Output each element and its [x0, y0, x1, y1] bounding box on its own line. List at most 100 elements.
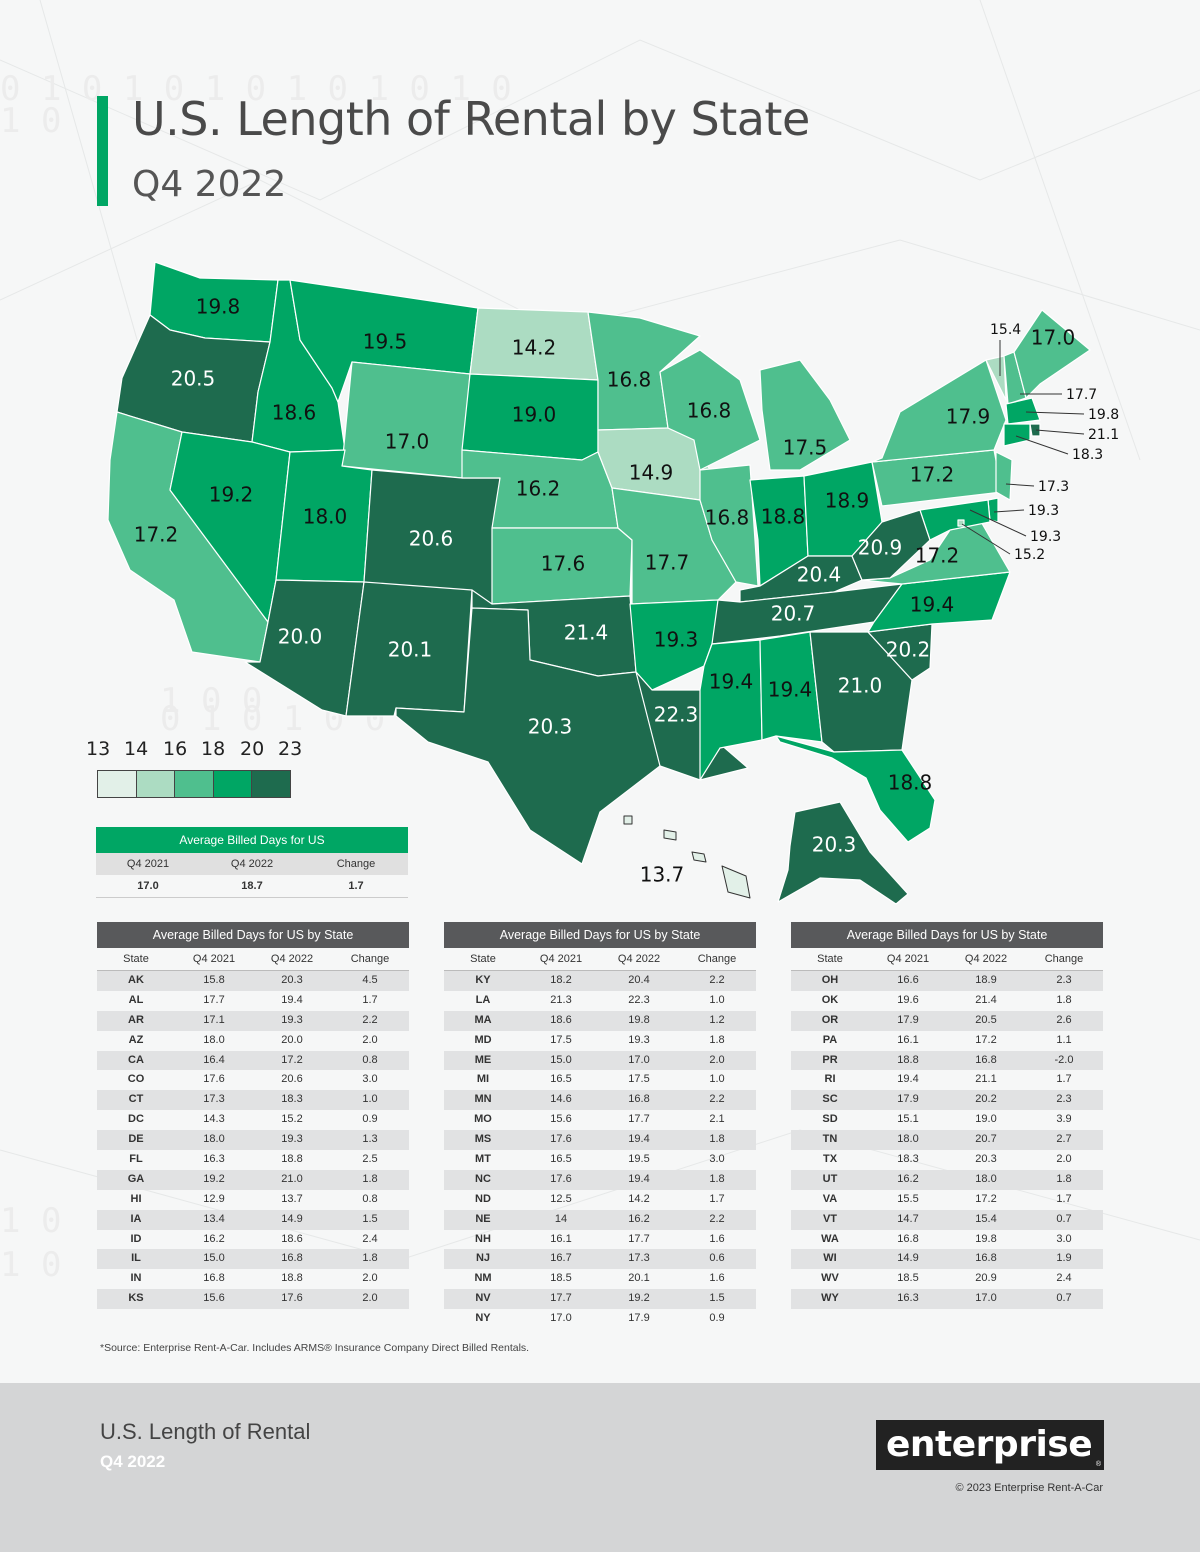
table-cell: AK: [128, 974, 144, 986]
column-header: Q4 2022: [617, 953, 661, 965]
table-row: NJ 16.7 17.3 0.6: [444, 1249, 756, 1270]
table-cell: DC: [128, 1113, 144, 1126]
table-row: DE 18.0 19.3 1.3: [97, 1130, 409, 1151]
state-table-1: Average Billed Days for US by State State…: [97, 922, 409, 1310]
table-cell: 21.0: [281, 1172, 303, 1185]
table-cell: 14.6: [550, 1093, 572, 1106]
leader-line: [1035, 429, 1085, 435]
page-subtitle: Q4 2022: [132, 164, 287, 205]
state-value-nd: 14.2: [512, 336, 557, 360]
table-row: WA 16.8 19.8 3.0: [791, 1230, 1103, 1250]
table-cell: 17.9: [897, 1013, 919, 1026]
table-cell: 2.2: [709, 974, 725, 986]
table-row: MA 18.6 19.8 1.2: [444, 1010, 756, 1031]
table-cell: OR: [821, 1013, 839, 1026]
footer-title: U.S. Length of Rental: [100, 1419, 311, 1444]
state-value-la: 22.3: [654, 703, 699, 727]
table-cell: 14.9: [897, 1252, 919, 1265]
table-header-row: State Q4 2021 Q4 2022 Change: [97, 948, 409, 971]
state-tx: [395, 607, 661, 865]
table-cell: 2.5: [362, 1153, 378, 1166]
state-value-co: 20.6: [409, 527, 454, 551]
state-value-tx: 20.3: [528, 715, 573, 739]
column-header: State: [470, 953, 496, 965]
table-row: MN 14.6 16.8 2.2: [444, 1090, 756, 1111]
state-wy: [341, 361, 471, 479]
state-value-wa: 19.8: [196, 295, 241, 319]
state-value-ri: 21.1: [1088, 427, 1119, 443]
table-cell: 1.8: [362, 1172, 378, 1185]
state-table-2: Average Billed Days for US by State State…: [444, 922, 756, 1329]
table-cell: 20.6: [281, 1073, 303, 1086]
us-choropleth-map: 19.8 20.5 17.2 18.6 19.2 19.5 17.0 18.0 20.0 20.6…: [107, 261, 1119, 905]
table-row: VT 14.7 15.4 0.7: [791, 1209, 1103, 1230]
table-row: IN 16.8 18.8 2.0: [97, 1269, 409, 1289]
table-cell: 17.7: [628, 1232, 650, 1245]
state-value-az: 20.0: [278, 625, 323, 649]
table-row: AL 17.7 19.4 1.7: [97, 991, 409, 1011]
table-cell: 17.2: [975, 1192, 997, 1205]
table-cell: 1.9: [1056, 1252, 1072, 1265]
table-row: CT 17.3 18.3 1.0: [97, 1090, 409, 1111]
table-cell: ND: [475, 1192, 491, 1205]
table-row: WY 16.3 17.0 0.7: [791, 1289, 1103, 1310]
table-cell: 20.1: [628, 1272, 650, 1285]
table-cell: 2.2: [709, 1212, 725, 1225]
state-ak: [777, 801, 909, 905]
table-cell: 2.0: [709, 1053, 725, 1066]
state-value-dc: 15.2: [1014, 547, 1045, 563]
table-cell: ID: [130, 1232, 142, 1245]
table-cell: CO: [127, 1073, 145, 1086]
table-cell: 18.0: [203, 1133, 225, 1146]
table-cell: UT: [822, 1172, 838, 1185]
background-decoration: 0 1 0 1 0 1 0 1 0 1 0 1 0 1 0 1 0 0 0 1 …: [0, 0, 1200, 1285]
table-row: VA 15.5 17.2 1.7: [791, 1190, 1103, 1210]
state-fl: [775, 735, 936, 843]
table-row: NM 18.5 20.1 1.6: [444, 1269, 756, 1289]
state-il: [699, 464, 759, 587]
table-cell: 16.8: [897, 1232, 919, 1245]
table-cell: 19.5: [628, 1153, 650, 1166]
table-cell: 1.8: [1056, 1172, 1072, 1185]
table-cell: 1.7: [1056, 1073, 1072, 1086]
legend-value: 14: [124, 738, 149, 760]
state-mi: [759, 359, 851, 471]
table-cell: 3.0: [709, 1153, 725, 1166]
table-cell: 1.8: [709, 1133, 725, 1146]
state-wi: [659, 349, 761, 471]
table-cell: OK: [821, 993, 839, 1006]
table-cell: 2.4: [1056, 1272, 1072, 1285]
table-cell: MO: [474, 1113, 492, 1126]
table-cell: 2.0: [362, 1272, 378, 1285]
table-cell: 16.8: [628, 1093, 650, 1106]
table-cell: 2.0: [362, 1033, 378, 1046]
table-cell: 20.9: [975, 1272, 997, 1285]
table-cell: 15.0: [550, 1053, 572, 1066]
table-cell: 18.6: [550, 1013, 572, 1026]
table-cell: 16.3: [203, 1153, 225, 1166]
table-cell: 2.2: [709, 1093, 725, 1106]
column-header: Q4 2021: [539, 953, 583, 965]
table-cell: 17.7: [628, 1113, 650, 1126]
table-cell: AZ: [128, 1033, 144, 1046]
table-cell: IN: [130, 1272, 142, 1285]
page-title: U.S. Length of Rental by State: [132, 92, 810, 146]
leader-line: [1015, 435, 1069, 455]
table-body: OH 16.6 18.9 2.3 OK 19.6 21.4 1.8 OR 17.9 20.5 2.6 P…: [791, 971, 1103, 1310]
table-cell: 15.1: [897, 1113, 919, 1126]
legend-swatch: [174, 771, 213, 797]
table-cell: GA: [127, 1172, 145, 1185]
table-cell: 20.2: [975, 1093, 997, 1106]
state-value-mn: 16.8: [607, 368, 652, 392]
column-header: Change: [336, 858, 376, 870]
table-cell: 18.0: [975, 1172, 997, 1185]
state-ct: [1003, 423, 1031, 447]
table-cell: MI: [476, 1073, 490, 1086]
state-value-hi: 13.7: [640, 863, 685, 887]
table-cell: LA: [475, 993, 491, 1006]
table-cell: 1.0: [362, 1093, 378, 1106]
table-cell: 15.6: [203, 1292, 225, 1305]
column-header: Q4 2022: [230, 858, 274, 870]
table-cell: 18.9: [975, 974, 997, 986]
table-cell: 19.3: [628, 1033, 650, 1046]
